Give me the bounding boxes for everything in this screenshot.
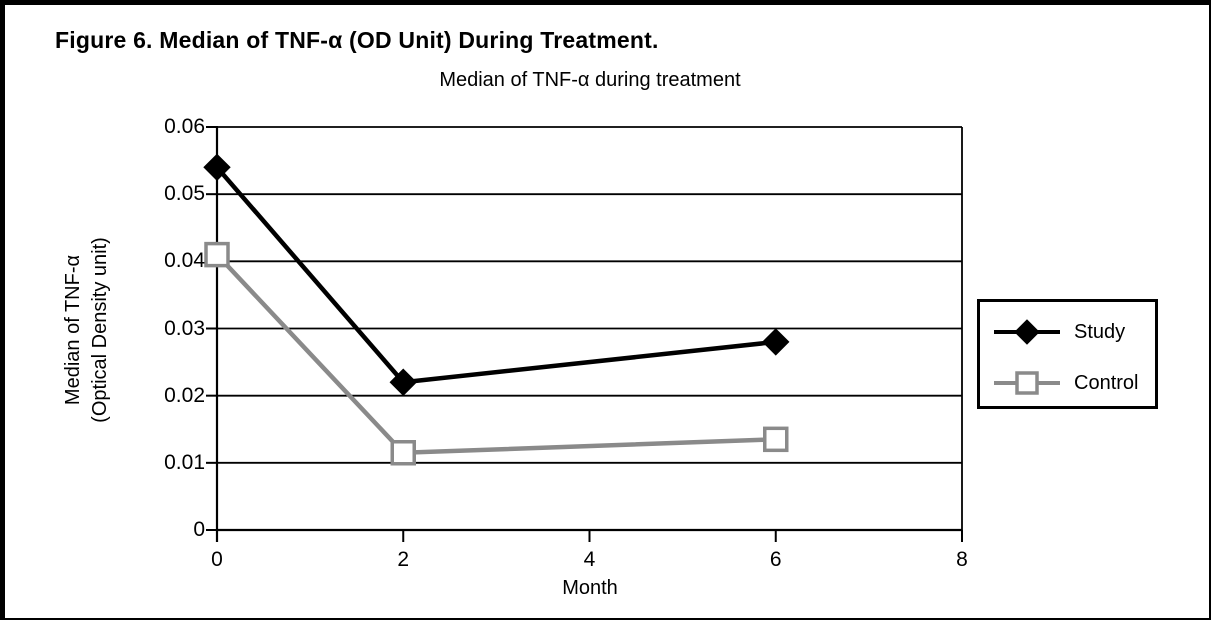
legend-item-control: Control [994,368,1138,398]
y-tick-label: 0.01 [164,450,205,474]
y-tick-label: 0.03 [164,316,205,340]
y-tick-label: 0.02 [164,383,205,407]
y-tick-label: 0.04 [164,249,205,273]
legend-label-control: Control [1074,371,1139,394]
chart-title: Median of TNF-α during treatment [439,69,741,91]
x-tick-label: 8 [956,548,968,571]
study-diamond-marker-icon [994,319,1060,345]
x-tick-label: 0 [211,548,223,571]
control-square-marker-icon [994,371,1060,395]
y-tick-label: 0 [193,518,205,541]
legend: Study Control [977,299,1158,409]
x-axis-label: Month [562,577,618,599]
legend-label-study: Study [1074,320,1126,343]
legend-item-study: Study [994,317,1125,347]
x-tick-label: 6 [769,548,782,571]
x-tick-label: 4 [583,548,596,571]
y-tick-label: 0.05 [164,182,205,206]
x-tick-label: 2 [397,548,410,571]
y-tick-label: 0.06 [164,115,205,138]
figure-title: Figure 6. Median of TNF-α (OD Unit) Duri… [55,27,659,53]
